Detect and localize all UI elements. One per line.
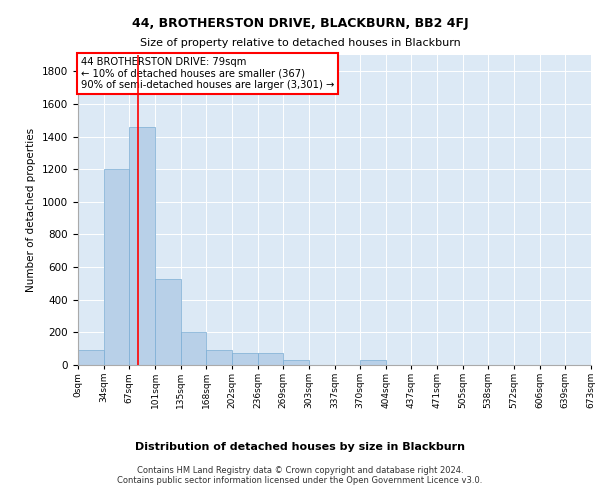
Bar <box>283 360 309 365</box>
Bar <box>181 332 206 365</box>
Bar <box>155 278 181 365</box>
Bar <box>78 350 104 365</box>
Bar <box>129 127 155 365</box>
Bar <box>206 350 232 365</box>
Text: Distribution of detached houses by size in Blackburn: Distribution of detached houses by size … <box>135 442 465 452</box>
Text: 44, BROTHERSTON DRIVE, BLACKBURN, BB2 4FJ: 44, BROTHERSTON DRIVE, BLACKBURN, BB2 4F… <box>131 18 469 30</box>
Bar <box>360 360 386 365</box>
Bar <box>104 169 129 365</box>
Text: Contains HM Land Registry data © Crown copyright and database right 2024.
Contai: Contains HM Land Registry data © Crown c… <box>118 466 482 485</box>
Text: 44 BROTHERSTON DRIVE: 79sqm
← 10% of detached houses are smaller (367)
90% of se: 44 BROTHERSTON DRIVE: 79sqm ← 10% of det… <box>80 56 334 90</box>
Bar <box>258 353 283 365</box>
Text: Size of property relative to detached houses in Blackburn: Size of property relative to detached ho… <box>140 38 460 48</box>
Y-axis label: Number of detached properties: Number of detached properties <box>26 128 37 292</box>
Bar <box>232 353 258 365</box>
